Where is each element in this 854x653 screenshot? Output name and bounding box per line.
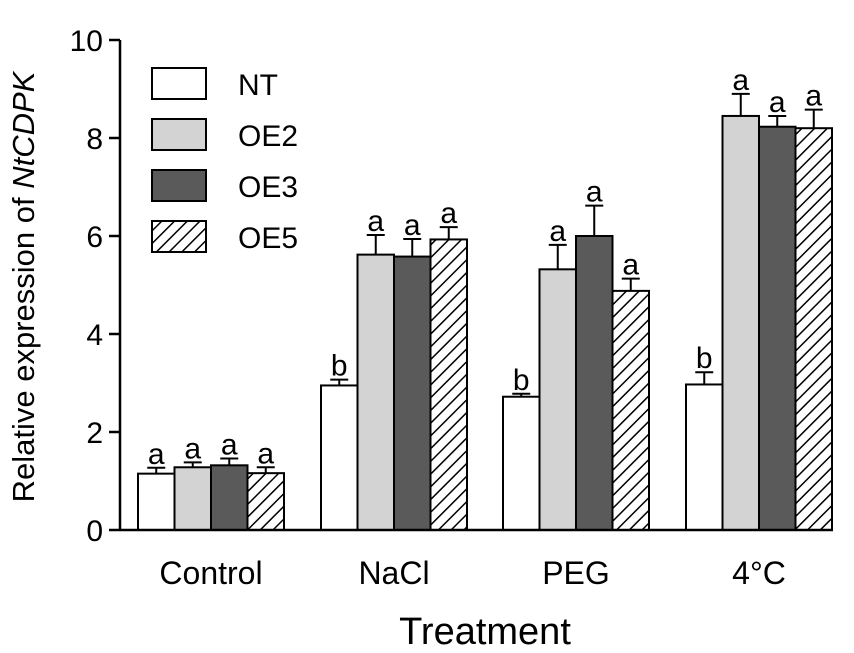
bar-oe3-1 xyxy=(393,255,432,531)
significance-label: a xyxy=(404,209,421,242)
significance-label: a xyxy=(622,249,639,282)
x-axis-label: Treatment xyxy=(399,611,571,653)
x-tick-label: PEG xyxy=(542,555,610,591)
legend-label-oe2: OE2 xyxy=(238,120,298,153)
legend-swatch-oe3 xyxy=(151,169,207,202)
significance-label: a xyxy=(732,64,749,97)
x-tick-labels: Control NaCl PEG 4°C xyxy=(159,555,785,591)
bar-nt-1 xyxy=(320,384,359,532)
significance-label: a xyxy=(221,428,238,461)
x-tick-label: NaCl xyxy=(358,555,429,591)
y-tick-label: 6 xyxy=(86,221,103,254)
bar-nt-3 xyxy=(685,383,724,531)
y-tick-label: 4 xyxy=(86,319,103,352)
y-tick-label: 0 xyxy=(86,515,103,548)
bar-oe2-0 xyxy=(173,466,212,531)
significance-label: a xyxy=(367,205,384,238)
significance-label: a xyxy=(805,80,822,113)
legend-swatch-oe5 xyxy=(151,220,207,253)
bar-oe3-3 xyxy=(758,125,797,531)
significance-label: a xyxy=(586,176,603,209)
bar-nt-2 xyxy=(502,395,541,531)
bar-oe3-2 xyxy=(575,235,614,531)
bar-oe5-2 xyxy=(611,289,650,531)
legend: NT OE2 OE3 OE5 xyxy=(151,67,298,255)
legend-swatch-nt xyxy=(151,67,207,100)
legend-label-oe3: OE3 xyxy=(238,171,298,204)
y-axis-ticks: 0 2 4 6 8 10 xyxy=(70,25,120,548)
significance-label: b xyxy=(696,342,713,375)
bar-oe5-3 xyxy=(794,127,833,531)
bar-oe5-1 xyxy=(429,238,468,531)
significance-label: a xyxy=(184,432,201,465)
legend-label-nt: NT xyxy=(238,69,278,102)
significance-label: b xyxy=(513,364,530,397)
significance-label: a xyxy=(148,438,165,471)
x-tick-label: Control xyxy=(159,555,262,591)
bar-oe2-1 xyxy=(356,253,395,531)
y-axis-label-prefix: Relative expression of xyxy=(6,189,41,503)
bar-oe2-2 xyxy=(538,268,577,531)
y-axis-label: Relative expression of NtCDPK xyxy=(6,70,41,502)
legend-swatch-oe2 xyxy=(151,118,207,151)
significance-label: a xyxy=(440,197,457,230)
bar-oe2-3 xyxy=(721,114,760,531)
y-tick-label: 8 xyxy=(86,123,103,156)
bar-oe5-0 xyxy=(246,472,285,532)
bar-nt-0 xyxy=(137,472,176,531)
legend-label-oe5: OE5 xyxy=(238,222,298,255)
significance-label: b xyxy=(331,350,348,383)
y-axis-label-gene: NtCDPK xyxy=(6,70,41,188)
bar-oe3-0 xyxy=(210,464,249,532)
significance-label: a xyxy=(769,86,786,119)
y-tick-label: 10 xyxy=(70,25,103,58)
significance-label: a xyxy=(257,437,274,470)
significance-label: a xyxy=(549,215,566,248)
x-tick-label: 4°C xyxy=(732,555,786,591)
y-tick-label: 2 xyxy=(86,417,103,450)
